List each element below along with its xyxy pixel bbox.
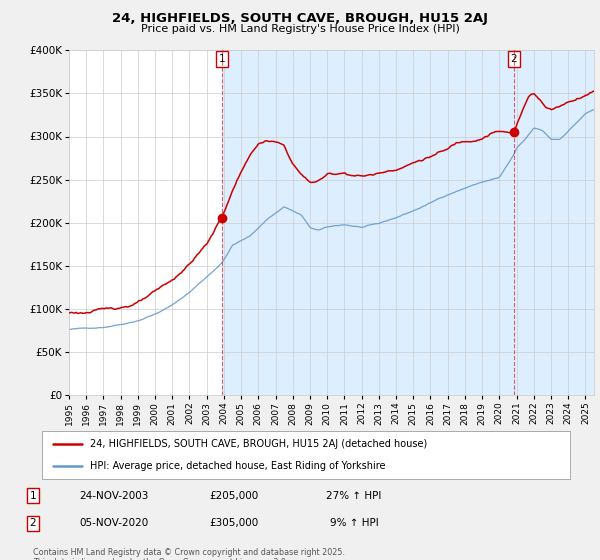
Text: 2: 2 xyxy=(29,519,37,529)
Text: 05-NOV-2020: 05-NOV-2020 xyxy=(79,519,149,529)
Bar xyxy=(222,50,594,395)
Text: 1: 1 xyxy=(29,491,37,501)
Text: £305,000: £305,000 xyxy=(209,519,259,529)
Text: £205,000: £205,000 xyxy=(209,491,259,501)
Text: 24, HIGHFIELDS, SOUTH CAVE, BROUGH, HU15 2AJ: 24, HIGHFIELDS, SOUTH CAVE, BROUGH, HU15… xyxy=(112,12,488,25)
Text: Contains HM Land Registry data © Crown copyright and database right 2025.
This d: Contains HM Land Registry data © Crown c… xyxy=(33,548,345,560)
Text: 2: 2 xyxy=(511,54,517,64)
Text: Price paid vs. HM Land Registry's House Price Index (HPI): Price paid vs. HM Land Registry's House … xyxy=(140,24,460,34)
Text: 24, HIGHFIELDS, SOUTH CAVE, BROUGH, HU15 2AJ (detached house): 24, HIGHFIELDS, SOUTH CAVE, BROUGH, HU15… xyxy=(89,439,427,449)
Text: 24-NOV-2003: 24-NOV-2003 xyxy=(79,491,149,501)
Text: 9% ↑ HPI: 9% ↑ HPI xyxy=(329,519,379,529)
Text: 27% ↑ HPI: 27% ↑ HPI xyxy=(326,491,382,501)
Text: 1: 1 xyxy=(219,54,226,64)
Text: HPI: Average price, detached house, East Riding of Yorkshire: HPI: Average price, detached house, East… xyxy=(89,461,385,471)
